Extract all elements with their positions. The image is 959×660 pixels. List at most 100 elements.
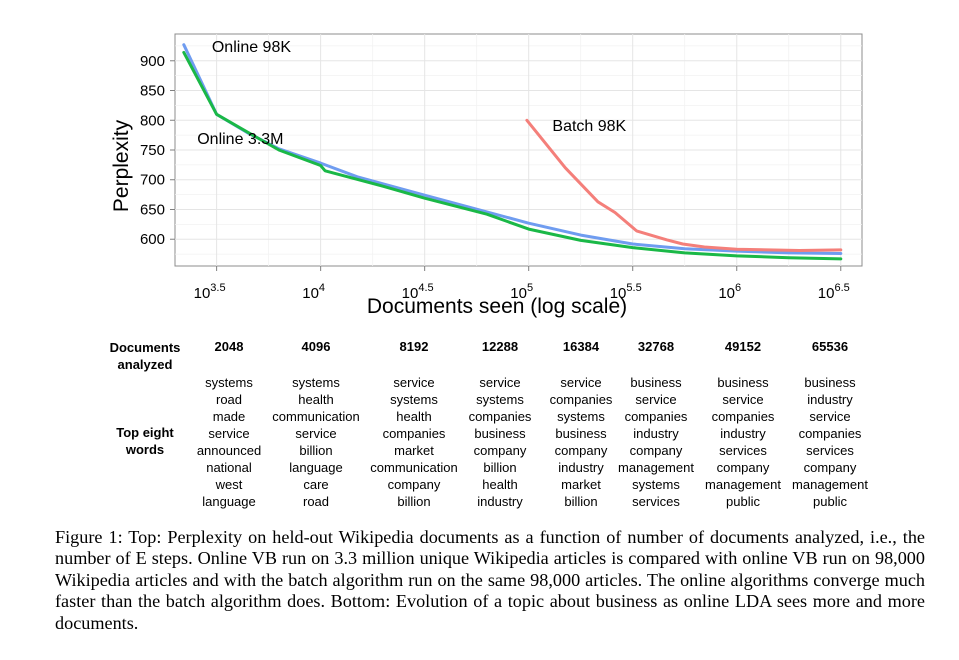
y-tick-label: 900 [140,53,165,70]
topic-word: company [387,477,441,492]
y-tick-label: 850 [140,83,165,100]
x-axis-label: Documents seen (log scale) [367,295,627,318]
top-words-column: business service companies industry services… [688,374,798,510]
x-tick-base: 10 [194,285,211,302]
x-tick-base: 10 [402,285,419,302]
x-tick-label: 105 [510,282,533,302]
figure-caption: Figure 1: Top: Perplexity on held-out Wi… [55,527,925,633]
y-tick-label: 750 [140,142,165,159]
series-line-online-3-3m [182,50,843,261]
x-tick-base: 10 [610,285,627,302]
topic-word: systems [205,375,253,390]
topic-word: billion [397,494,431,509]
topic-word: companies [468,409,532,424]
documents-count: 8192 [399,339,429,354]
series-annotations: Online 98K Online 3.3M Batch 98K [197,39,626,148]
topic-word: management [618,460,694,475]
topic-word: road [215,392,243,407]
topic-word: service [295,426,337,441]
x-axis-ticks: 103.5 104 104.5 105 105.5 106 106.5 [194,266,850,302]
x-tick-exponent: 4.5 [418,282,433,294]
series-lines [182,43,843,261]
topic-word: industry [558,460,604,475]
topic-word: market [394,443,434,458]
topic-word: service [560,375,602,390]
top-words-column: service systems companies business company bi… [445,374,555,510]
top-words-column: systems health communication service billion… [261,374,371,510]
top-eight-words-label: Top eight words [95,424,195,458]
topic-word: service [809,409,851,424]
topic-word: billion [564,494,598,509]
grid-lines [175,34,862,266]
topic-word: west [215,477,243,492]
x-tick-exponent: 6 [735,282,741,294]
topic-word: systems [557,409,605,424]
topic-word: industry [477,494,523,509]
x-tick-label: 104 [302,282,325,302]
y-axis-ticks: 600 650 700 750 800 850 900 [140,53,175,248]
topic-word: billion [483,460,517,475]
topic-word: public [726,494,760,509]
documents-count: 12288 [481,339,519,354]
topic-word: communication [370,460,458,475]
documents-count: 32768 [637,339,675,354]
x-tick-base: 10 [818,285,835,302]
topic-word: business [717,375,769,390]
topic-word: systems [632,477,680,492]
y-tick-label: 800 [140,112,165,129]
topic-word: communication [272,409,360,424]
topic-word: systems [292,375,340,390]
topic-word: companies [624,409,688,424]
topic-word: services [719,443,767,458]
topic-word: systems [390,392,438,407]
y-tick-label: 600 [140,231,165,248]
top-eight-label-line: Top eight [116,425,174,440]
topic-word: company [629,443,683,458]
topic-word: health [396,409,432,424]
topic-word: language [289,460,343,475]
topic-word: announced [196,443,262,458]
topic-word: billion [299,443,333,458]
topic-word: service [208,426,250,441]
topic-word: business [555,426,607,441]
y-tick-label: 650 [140,201,165,218]
topic-word: service [479,375,521,390]
topic-word: business [474,426,526,441]
documents-count: 16384 [562,339,600,354]
topic-word: business [630,375,682,390]
topic-word: company [554,443,608,458]
x-tick-exponent: 6.5 [834,282,849,294]
x-tick-label: 103.5 [194,282,226,302]
topic-word: business [804,375,856,390]
series-annotation: Batch 98K [552,118,626,135]
topic-word: management [705,477,781,492]
topic-word: service [393,375,435,390]
documents-count: 4096 [301,339,331,354]
documents-count: 49152 [724,339,762,354]
topic-word: companies [382,426,446,441]
analyzed-label-line: analyzed [117,357,173,372]
topic-word: health [298,392,334,407]
series-annotation: Online 98K [212,39,291,56]
topic-word: services [632,494,680,509]
topic-word: road [302,494,330,509]
top-words-column: systems road made service announced national w… [174,374,284,510]
x-tick-label: 105.5 [610,282,642,302]
topic-word: companies [549,392,613,407]
documents-analyzed-label: Documents analyzed [95,339,195,373]
x-tick-label: 106.5 [818,282,850,302]
topic-word: language [202,494,256,509]
topic-word: market [561,477,601,492]
topic-word: industry [633,426,679,441]
documents-count: 65536 [811,339,849,354]
top-words-column: business industry service companies services… [775,374,885,510]
top-words-column: service companies systems business company in… [526,374,636,510]
top-words-column: business service companies industry company m… [601,374,711,510]
x-tick-base: 10 [302,285,319,302]
topic-word: companies [798,426,862,441]
x-tick-label: 106 [718,282,741,302]
topic-word: industry [720,426,766,441]
top-words-column: service systems health companies market commu… [359,374,469,510]
x-tick-base: 10 [510,285,527,302]
